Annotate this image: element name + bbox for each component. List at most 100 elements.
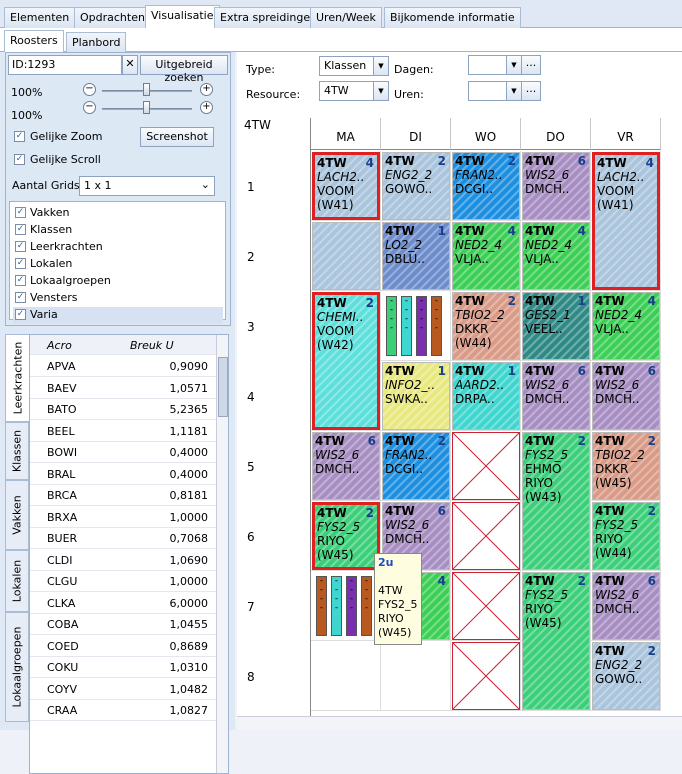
mini-lesson[interactable]: - - - - xyxy=(386,296,397,356)
vtab-vakken[interactable]: Vakken xyxy=(5,480,29,550)
dagen-select[interactable]: ▼ xyxy=(468,55,522,75)
mini-lesson[interactable]: - - - - xyxy=(331,576,342,636)
grid-cell[interactable] xyxy=(311,151,381,221)
col-acro[interactable]: Acro xyxy=(47,339,72,352)
table-row[interactable]: COED 0,8689 xyxy=(30,636,216,657)
table-row[interactable]: BOWI 0,4000 xyxy=(30,442,216,463)
grid-cell[interactable] xyxy=(381,641,451,711)
lesson-block[interactable]: 2 4TW FYS2_5 RIYO (W44) xyxy=(592,502,660,570)
mini-lesson[interactable]: - - - - xyxy=(431,296,442,356)
resource-select[interactable]: 4TW ▼ xyxy=(319,81,389,101)
lesson-block[interactable]: 4 4TW NED2_4 VLJA.. xyxy=(522,222,590,290)
lesson-block[interactable]: 2 4TW ENG2_2 GOWO.. xyxy=(592,642,660,710)
lesson-block[interactable]: 6 4TW WIS2_6 DMCH.. xyxy=(592,362,660,430)
aantal-grids-select[interactable]: 1 x 1 ⌄ xyxy=(79,176,215,196)
checklist-item[interactable]: ✓ Lokaalgroepen xyxy=(13,273,223,290)
lesson-block[interactable]: 1 4TW LO2_2 DBLU.. xyxy=(382,222,450,290)
checkbox[interactable]: ✓ xyxy=(15,207,26,218)
table-row[interactable]: BAEV 1,0571 xyxy=(30,378,216,399)
lesson-block[interactable]: 2 4TW TBIO2_2 DKKR (W45) xyxy=(592,432,660,500)
lesson-block[interactable]: 2 4TW FRAN2.. DCGI.. xyxy=(382,432,450,500)
tab-opdrachten[interactable]: Opdrachten xyxy=(74,7,151,28)
grid-cell[interactable] xyxy=(451,501,521,571)
grid-cell[interactable] xyxy=(591,501,661,571)
zoom-out-icon[interactable]: − xyxy=(83,101,96,114)
lesson-block[interactable]: 2 4TW FYS2_5 RIYO (W45) xyxy=(522,572,590,710)
checklist-item[interactable]: ✓ Vensters xyxy=(13,290,223,307)
col-breuk-u[interactable]: Breuk U xyxy=(130,339,174,352)
grid-cell[interactable] xyxy=(311,221,381,291)
checklist-item[interactable]: ✓ Varia xyxy=(13,307,223,324)
grid-cell[interactable] xyxy=(521,151,591,221)
zoom-slider-2-thumb[interactable] xyxy=(143,101,150,114)
table-row[interactable]: BRCA 0,8181 xyxy=(30,485,216,506)
grid-cell[interactable] xyxy=(591,641,661,711)
vtab-klassen[interactable]: Klassen xyxy=(5,422,29,480)
gelijke-zoom-checkbox[interactable]: ✓ xyxy=(14,131,25,142)
mini-lesson[interactable]: - - - - xyxy=(316,576,327,636)
dagen-more-button[interactable]: ... xyxy=(521,55,541,75)
lesson-block[interactable]: 1 4TW GES2_1 VEEL.. xyxy=(522,292,590,360)
grid-cell[interactable] xyxy=(311,641,381,711)
tab-extra-spreidingen[interactable]: Extra spreidingen xyxy=(214,7,324,28)
vtab-lokalen[interactable]: Lokalen xyxy=(5,550,29,612)
checkbox[interactable]: ✓ xyxy=(15,275,26,286)
zoom-slider-1-thumb[interactable] xyxy=(143,83,150,96)
grid-cell[interactable] xyxy=(451,571,521,641)
gelijke-scroll-checkbox[interactable]: ✓ xyxy=(14,154,25,165)
lesson-block[interactable]: 4 4TW NED2_4 VLJA.. xyxy=(452,222,520,290)
table-row[interactable]: CLKA 6,0000 xyxy=(30,593,216,614)
checklist-item[interactable]: ✓ Leerkrachten xyxy=(13,239,223,256)
tab-uren-week[interactable]: Uren/Week xyxy=(310,7,382,28)
tab-planbord[interactable]: Planbord xyxy=(66,32,127,52)
checklist-item[interactable]: ✓ Vakken xyxy=(13,205,223,222)
horizontal-scrollbar[interactable] xyxy=(237,716,682,730)
grid-cell[interactable] xyxy=(311,361,381,431)
mini-lesson[interactable]: - - - - xyxy=(346,576,357,636)
table-row[interactable]: BUER 0,7068 xyxy=(30,528,216,549)
screenshot-button[interactable]: Screenshot xyxy=(140,127,214,147)
scrollbar-thumb[interactable] xyxy=(218,357,228,417)
tab-bijkomende-informatie[interactable]: Bijkomende informatie xyxy=(384,7,521,28)
advanced-search-button[interactable]: Uitgebreid zoeken xyxy=(140,55,228,84)
grid-cell[interactable] xyxy=(311,431,381,501)
type-select[interactable]: Klassen ▼ xyxy=(319,56,389,76)
table-row[interactable]: CRAA 1,0827 xyxy=(30,700,216,721)
lesson-block[interactable]: 4 4TW LACH2.. VOOM (W41) xyxy=(592,152,660,290)
tab-roosters[interactable]: Roosters xyxy=(4,30,64,52)
search-input[interactable]: ID:1293 xyxy=(8,55,122,75)
table-row[interactable]: APVA 0,9090 xyxy=(30,356,216,377)
uren-more-button[interactable]: ... xyxy=(521,81,541,101)
lesson-block[interactable]: 4 4TW NED2_4 VLJA.. xyxy=(592,292,660,360)
grid-cell[interactable] xyxy=(381,221,451,291)
grid-cell[interactable] xyxy=(451,291,521,361)
zoom-in-icon[interactable]: + xyxy=(200,83,213,96)
grid-cell[interactable] xyxy=(311,501,381,571)
grid-cell[interactable] xyxy=(521,501,591,571)
grid-cell[interactable] xyxy=(591,431,661,501)
lesson-block[interactable]: 2 4TW FYS2_5 RIYO (W45) xyxy=(312,502,380,570)
vtab-lokaalgroepen[interactable]: Lokaalgroepen xyxy=(5,612,29,722)
lesson-block[interactable]: 6 4TW WIS2_6 DMCH.. xyxy=(592,572,660,640)
lesson-block[interactable]: 2 4TW TBIO2_2 DKKR (W44) xyxy=(452,292,520,360)
table-row[interactable]: CLDI 1,0690 xyxy=(30,550,216,571)
mini-lesson[interactable]: - - - - xyxy=(361,576,372,636)
checklist-item[interactable]: ✓ Lokalen xyxy=(13,256,223,273)
vtab-leerkrachten[interactable]: Leerkrachten xyxy=(5,334,29,422)
grid-cell[interactable] xyxy=(591,221,661,291)
grid-cell[interactable] xyxy=(451,641,521,711)
lesson-block[interactable]: 2 4TW FRAN2.. DCGI.. xyxy=(452,152,520,220)
grid-cell[interactable] xyxy=(451,431,521,501)
table-row[interactable]: BATO 5,2365 xyxy=(30,399,216,420)
grid-cell[interactable] xyxy=(381,361,451,431)
grid-cell[interactable] xyxy=(451,151,521,221)
table-row[interactable]: COBA 1,0455 xyxy=(30,614,216,635)
table-row[interactable]: BRAL 0,4000 xyxy=(30,464,216,485)
zoom-in-icon[interactable]: + xyxy=(200,101,213,114)
table-row[interactable]: COKU 1,0310 xyxy=(30,657,216,678)
grid-cell[interactable] xyxy=(451,361,521,431)
table-row[interactable]: COYV 1,0482 xyxy=(30,679,216,700)
grid-cell[interactable] xyxy=(521,361,591,431)
table-row[interactable]: BRXA 1,0000 xyxy=(30,507,216,528)
zoom-out-icon[interactable]: − xyxy=(83,83,96,96)
